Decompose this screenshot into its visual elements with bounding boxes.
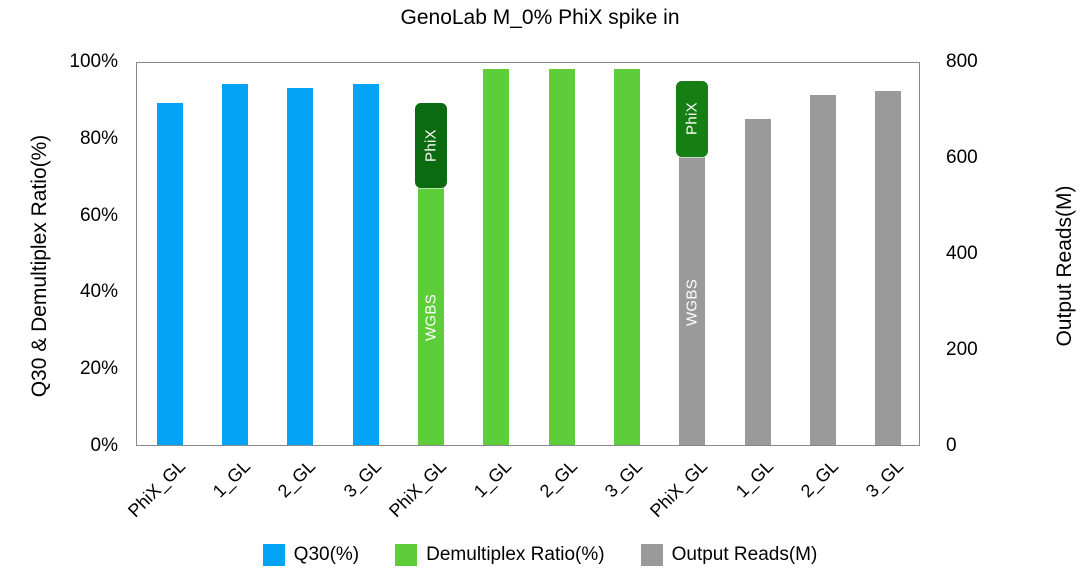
bar[interactable] <box>222 84 248 445</box>
bar-slot[interactable] <box>222 63 248 445</box>
phix-segment[interactable]: PhiX <box>415 103 447 188</box>
y-axis-right-tick: 400 <box>946 243 978 264</box>
bar-slot[interactable] <box>875 63 902 445</box>
bar-slot[interactable] <box>548 63 575 445</box>
phix-segment[interactable]: PhiX <box>676 81 709 157</box>
bar-slot[interactable]: PhiX WGBS <box>415 63 447 445</box>
y-axis-left-tick: 40% <box>79 281 118 303</box>
bar-slot[interactable]: PhiX WGBS <box>676 63 709 445</box>
bar-slot[interactable] <box>810 63 836 445</box>
bar-slot[interactable] <box>156 63 183 445</box>
legend-item[interactable]: Demultiplex Ratio(%) <box>395 544 605 566</box>
y-axis-left-tick: 20% <box>79 358 118 380</box>
legend-swatch-icon <box>640 544 663 566</box>
plot-inner: PhiX WGBS PhiX WGBS <box>137 63 919 445</box>
bar[interactable] <box>483 68 510 445</box>
y-axis-right-tick: 800 <box>946 51 978 72</box>
bar[interactable] <box>156 103 183 445</box>
chart-title: GenoLab M_0% PhiX spike in <box>400 6 680 29</box>
y-axis-left-tick: 80% <box>79 127 118 149</box>
legend-label: Output Reads(M) <box>671 544 818 565</box>
y-axis-left-tick: 100% <box>69 51 118 72</box>
bar[interactable] <box>287 87 314 445</box>
bar-slot[interactable] <box>744 63 771 445</box>
legend-item[interactable]: Output Reads(M) <box>640 544 818 566</box>
bar[interactable] <box>614 68 640 445</box>
bar-slot[interactable] <box>483 63 510 445</box>
bar[interactable] <box>810 94 836 445</box>
bar[interactable] <box>875 90 902 445</box>
legend-label: Demultiplex Ratio(%) <box>426 544 605 565</box>
y-axis-left-ticks: 100% 80% 60% 40% 20% 0% <box>0 0 128 585</box>
legend-swatch-icon <box>262 544 285 566</box>
plot-area: PhiX WGBS PhiX WGBS <box>136 62 920 446</box>
y-axis-right-tick: 600 <box>946 147 978 168</box>
bar[interactable] <box>744 118 771 445</box>
y-axis-right-tick: 0 <box>946 435 957 456</box>
chart-legend: Q30(%) Demultiplex Ratio(%) Output Reads(M… <box>0 544 1080 566</box>
y-axis-right-tick: 200 <box>946 339 978 360</box>
legend-label: Q30(%) <box>293 544 360 565</box>
bar-slot[interactable] <box>614 63 640 445</box>
legend-swatch-icon <box>395 544 418 566</box>
bar[interactable] <box>548 68 575 445</box>
bar-slot[interactable] <box>352 63 379 445</box>
y-axis-right-ticks: 800 600 400 200 0 <box>932 0 1072 585</box>
y-axis-left-tick: 60% <box>79 204 118 226</box>
legend-item[interactable]: Q30(%) <box>262 544 360 566</box>
y-axis-left-tick: 0% <box>90 435 118 456</box>
bar[interactable] <box>352 84 379 445</box>
bar-slot[interactable] <box>287 63 314 445</box>
